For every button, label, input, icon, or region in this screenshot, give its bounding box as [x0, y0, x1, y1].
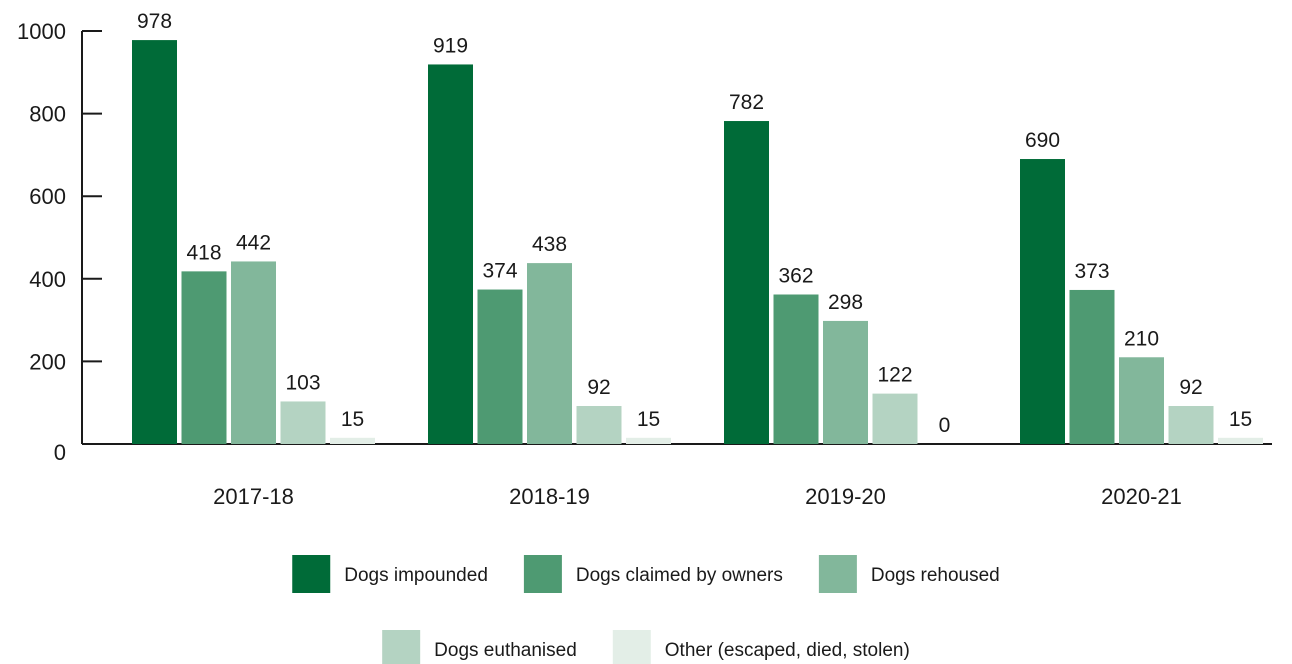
legend-label: Other (escaped, died, stolen) [665, 640, 910, 661]
legend-label: Dogs rehoused [871, 565, 1000, 586]
data-label: 690 [1025, 129, 1060, 152]
data-label: 92 [587, 376, 610, 399]
bar [626, 437, 671, 444]
bar [576, 406, 622, 444]
data-label: 15 [341, 408, 364, 431]
x-tick-label: 2018-19 [509, 484, 590, 509]
data-label: 438 [532, 233, 567, 256]
legend-swatch [818, 555, 857, 593]
bar [181, 271, 227, 444]
legend: Dogs impounded Dogs claimed by owners Dogs… [292, 555, 1000, 664]
bar [527, 263, 572, 444]
data-label: 374 [482, 260, 517, 283]
y-tick-label: 0 [54, 440, 66, 465]
bar [477, 289, 523, 444]
data-label: 298 [828, 291, 863, 314]
axes: 0 200 400 600 800 1000 2017-18 2018-19 2019-20 20… [17, 19, 1272, 509]
bar [132, 40, 177, 444]
legend-swatch [523, 555, 562, 593]
bar [231, 261, 276, 444]
legend-swatch [612, 630, 651, 664]
data-label: 15 [1229, 408, 1252, 431]
bar [280, 401, 326, 444]
data-label: 782 [729, 91, 764, 114]
data-label: 978 [137, 10, 172, 33]
legend-label: Dogs euthanised [434, 640, 577, 661]
x-tick-label: 2019-20 [805, 484, 886, 509]
bar [823, 320, 868, 444]
y-tick-label: 1000 [17, 19, 66, 44]
data-label: 442 [236, 231, 271, 254]
bars [132, 40, 1263, 444]
data-label: 92 [1179, 376, 1202, 399]
y-tick-label: 400 [29, 267, 66, 292]
x-tick-label: 2017-18 [213, 484, 294, 509]
bar [1020, 159, 1065, 444]
x-tick-label: 2020-21 [1101, 484, 1182, 509]
data-label: 362 [778, 264, 813, 287]
y-tick-label: 800 [29, 102, 66, 127]
bar [1168, 406, 1214, 444]
bar [1119, 357, 1164, 444]
legend-label: Dogs claimed by owners [576, 565, 783, 586]
legend-swatch [292, 555, 331, 593]
data-label: 210 [1124, 327, 1159, 350]
bar [872, 393, 918, 444]
bar [724, 121, 769, 444]
data-label: 0 [939, 414, 951, 437]
bar [1069, 289, 1115, 444]
legend-label: Dogs impounded [344, 565, 488, 586]
legend-swatch [382, 630, 421, 664]
y-tick-label: 200 [29, 349, 66, 374]
data-label: 122 [877, 364, 912, 387]
data-label: 103 [285, 371, 320, 394]
bar [428, 64, 473, 444]
data-label: 418 [186, 241, 221, 264]
y-tick-label: 600 [29, 184, 66, 209]
bar [330, 437, 375, 444]
data-label: 15 [637, 408, 660, 431]
data-labels: 978 418 442 103 15 919 374 438 92 15 782 362 298 122 0… [137, 10, 1252, 437]
data-label: 373 [1074, 260, 1109, 283]
bar [1218, 437, 1263, 444]
bar [773, 294, 819, 444]
data-label: 919 [433, 34, 468, 57]
